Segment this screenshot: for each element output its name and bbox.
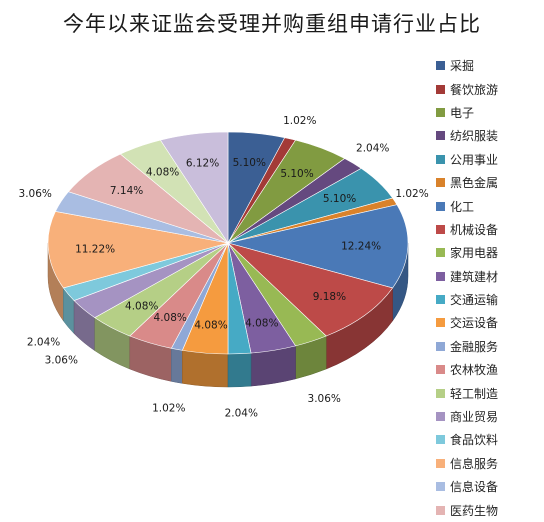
data-label-3: 2.04% bbox=[356, 143, 389, 155]
chart-title: 今年以来证监会受理并购重组申请行业占比 bbox=[63, 12, 481, 36]
legend-label-3: 纺织服装 bbox=[450, 129, 499, 144]
legend-item-18: 信息设备 bbox=[436, 475, 542, 498]
legend-item-10: 交通运输 bbox=[436, 288, 542, 311]
legend-item-14: 轻工制造 bbox=[436, 381, 542, 404]
legend-label-14: 轻工制造 bbox=[450, 386, 499, 401]
data-label-12: 1.02% bbox=[152, 403, 185, 415]
data-label-0: 5.10% bbox=[233, 157, 266, 169]
data-label-6: 12.24% bbox=[341, 241, 381, 253]
legend-item-5: 黑色金属 bbox=[436, 171, 542, 194]
data-label-4: 5.10% bbox=[323, 193, 356, 205]
legend-label-18: 信息设备 bbox=[450, 480, 499, 495]
data-label-21: 6.12% bbox=[186, 157, 219, 169]
data-label-18: 3.06% bbox=[19, 188, 52, 200]
data-label-19: 7.14% bbox=[110, 185, 143, 197]
legend-swatch-4 bbox=[436, 154, 445, 164]
data-label-11: 4.08% bbox=[194, 320, 227, 332]
legend-item-4: 公用事业 bbox=[436, 148, 542, 171]
legend-item-7: 机械设备 bbox=[436, 218, 542, 241]
legend-label-9: 建筑建材 bbox=[450, 269, 499, 284]
pie-side-10 bbox=[227, 352, 252, 388]
legend-item-3: 纺织服装 bbox=[436, 124, 542, 147]
legend-item-8: 家用电器 bbox=[436, 241, 542, 264]
data-label-17: 11.22% bbox=[75, 243, 115, 255]
legend-swatch-5 bbox=[436, 178, 445, 188]
legend-label-11: 交运设备 bbox=[450, 316, 499, 331]
legend-swatch-3 bbox=[436, 131, 445, 141]
legend-swatch-0 bbox=[436, 61, 445, 71]
legend-swatch-15 bbox=[436, 412, 445, 422]
pie-slice-21 bbox=[159, 131, 229, 245]
legend-swatch-6 bbox=[436, 201, 445, 211]
legend-item-1: 餐饮旅游 bbox=[436, 77, 542, 100]
legend-swatch-8 bbox=[436, 248, 445, 258]
legend-swatch-17 bbox=[436, 458, 445, 468]
pie-side-11 bbox=[182, 350, 229, 388]
legend-swatch-13 bbox=[436, 365, 445, 375]
data-label-10: 2.04% bbox=[225, 408, 258, 420]
legend-swatch-16 bbox=[436, 435, 445, 445]
pie-slice-7 bbox=[227, 242, 394, 337]
legend-item-6: 化工 bbox=[436, 194, 542, 217]
legend-label-7: 机械设备 bbox=[450, 222, 499, 237]
legend-item-17: 信息服务 bbox=[436, 452, 542, 475]
data-label-14: 4.08% bbox=[125, 301, 158, 313]
legend-label-10: 交通运输 bbox=[450, 293, 499, 308]
legend-item-12: 金融服务 bbox=[436, 335, 542, 358]
legend-swatch-19 bbox=[436, 505, 445, 515]
data-label-1: 1.02% bbox=[283, 115, 316, 127]
legend-item-11: 交运设备 bbox=[436, 311, 542, 334]
legend-label-19: 医药生物 bbox=[450, 503, 499, 518]
legend-label-13: 农林牧渔 bbox=[450, 363, 499, 378]
legend-swatch-2 bbox=[436, 107, 445, 117]
legend-item-16: 食品饮料 bbox=[436, 428, 542, 451]
data-label-9: 4.08% bbox=[245, 318, 278, 330]
legend-swatch-1 bbox=[436, 84, 445, 94]
legend-label-8: 家用电器 bbox=[450, 246, 499, 261]
legend-label-0: 采掘 bbox=[450, 59, 475, 74]
data-label-7: 9.18% bbox=[313, 291, 346, 303]
legend-label-12: 金融服务 bbox=[450, 339, 499, 354]
data-label-5: 1.02% bbox=[395, 188, 428, 200]
data-label-16: 2.04% bbox=[27, 337, 60, 349]
legend-label-4: 公用事业 bbox=[450, 152, 499, 167]
legend-swatch-18 bbox=[436, 482, 445, 492]
legend-swatch-10 bbox=[436, 295, 445, 305]
legend-swatch-11 bbox=[436, 318, 445, 328]
legend-item-13: 农林牧渔 bbox=[436, 358, 542, 381]
legend: 采掘餐饮旅游电子纺织服装公用事业黑色金属化工机械设备家用电器建筑建材交通运输交运… bbox=[436, 54, 542, 522]
legend-swatch-14 bbox=[436, 388, 445, 398]
legend-item-19: 医药生物 bbox=[436, 498, 542, 521]
legend-label-17: 信息服务 bbox=[450, 456, 499, 471]
legend-swatch-7 bbox=[436, 224, 445, 234]
data-label-20: 4.08% bbox=[146, 166, 179, 178]
data-label-8: 3.06% bbox=[308, 393, 341, 405]
legend-label-15: 商业贸易 bbox=[450, 410, 499, 425]
legend-label-1: 餐饮旅游 bbox=[450, 82, 499, 97]
pie-side-12 bbox=[171, 348, 183, 384]
data-label-2: 5.10% bbox=[280, 168, 313, 180]
pie-slice-17 bbox=[47, 211, 229, 289]
legend-label-5: 黑色金属 bbox=[450, 176, 499, 191]
legend-item-15: 商业贸易 bbox=[436, 405, 542, 428]
legend-label-2: 电子 bbox=[450, 105, 475, 120]
legend-label-6: 化工 bbox=[450, 199, 475, 214]
pie-slice-6 bbox=[227, 204, 409, 289]
legend-label-16: 食品饮料 bbox=[450, 433, 499, 448]
legend-item-0: 采掘 bbox=[436, 54, 542, 77]
legend-swatch-9 bbox=[436, 271, 445, 281]
legend-item-9: 建筑建材 bbox=[436, 265, 542, 288]
data-label-13: 4.08% bbox=[154, 312, 187, 324]
legend-swatch-12 bbox=[436, 341, 445, 351]
data-label-15: 3.06% bbox=[45, 355, 78, 367]
legend-item-2: 电子 bbox=[436, 101, 542, 124]
